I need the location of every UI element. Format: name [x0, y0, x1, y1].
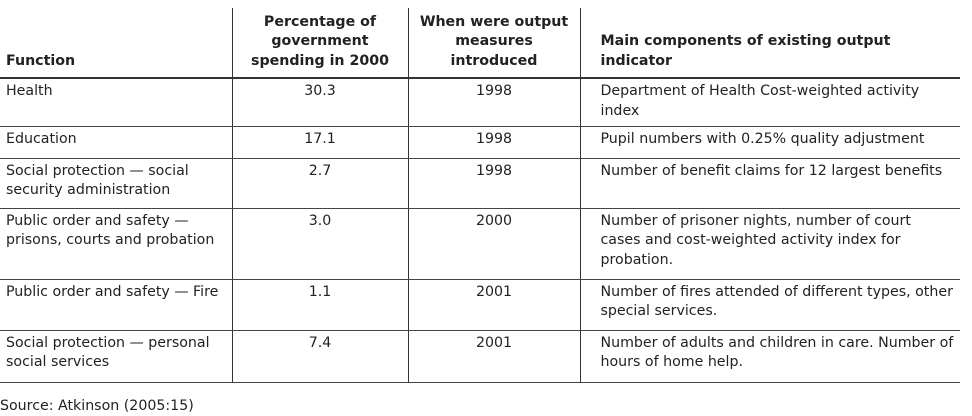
table-row: Public order and safety — Fire 1.1 2001 Num… — [0, 279, 960, 331]
cell-function: Health — [0, 78, 232, 127]
cell-percentage: 3.0 — [231, 208, 408, 280]
cell-introduced: 1998 — [407, 158, 580, 209]
cell-percentage: 17.1 — [231, 126, 408, 159]
cell-percentage: 30.3 — [231, 78, 408, 127]
cell-components: Number of adults and children in care. N… — [579, 330, 960, 383]
cell-introduced: 1998 — [407, 78, 580, 127]
table-row: Health 30.3 1998 Department of Health Cost-… — [0, 78, 960, 127]
table-row: Education 17.1 1998 Pupil numbers with 0.25… — [0, 126, 960, 159]
header-row: Function Percentage of government spendi… — [0, 8, 960, 79]
table-row: Public order and safety — prisons, court… — [0, 208, 960, 280]
table-row: Social protection — personal social serv… — [0, 330, 960, 383]
cell-function: Public order and safety — Fire — [0, 279, 232, 331]
cell-introduced: 2001 — [407, 330, 580, 383]
cell-function: Social protection — personal social serv… — [0, 330, 232, 383]
cell-introduced: 2001 — [407, 279, 580, 331]
header-components: Main components of existing output indic… — [579, 8, 960, 79]
cell-function: Public order and safety — prisons, court… — [0, 208, 232, 280]
source-note: Source: Atkinson (2005:15) — [0, 398, 194, 414]
cell-components: Number of prisoner nights, number of cou… — [579, 208, 960, 280]
header-introduced: When were output measures introduced — [407, 8, 580, 79]
cell-percentage: 2.7 — [231, 158, 408, 209]
cell-components: Department of Health Cost-weighted activ… — [579, 78, 960, 127]
output-measures-table: Function Percentage of government spendi… — [0, 8, 960, 383]
cell-components: Pupil numbers with 0.25% quality adjustm… — [579, 126, 960, 159]
cell-function: Social protection — social security admi… — [0, 158, 232, 209]
cell-components: Number of benefit claims for 12 largest … — [579, 158, 960, 209]
table-row: Social protection — social security admi… — [0, 158, 960, 209]
cell-components: Number of fires attended of different ty… — [579, 279, 960, 331]
cell-percentage: 1.1 — [231, 279, 408, 331]
header-function: Function — [0, 8, 232, 79]
cell-percentage: 7.4 — [231, 330, 408, 383]
header-percentage: Percentage of government spending in 200… — [231, 8, 408, 79]
cell-introduced: 2000 — [407, 208, 580, 280]
cell-function: Education — [0, 126, 232, 159]
cell-introduced: 1998 — [407, 126, 580, 159]
